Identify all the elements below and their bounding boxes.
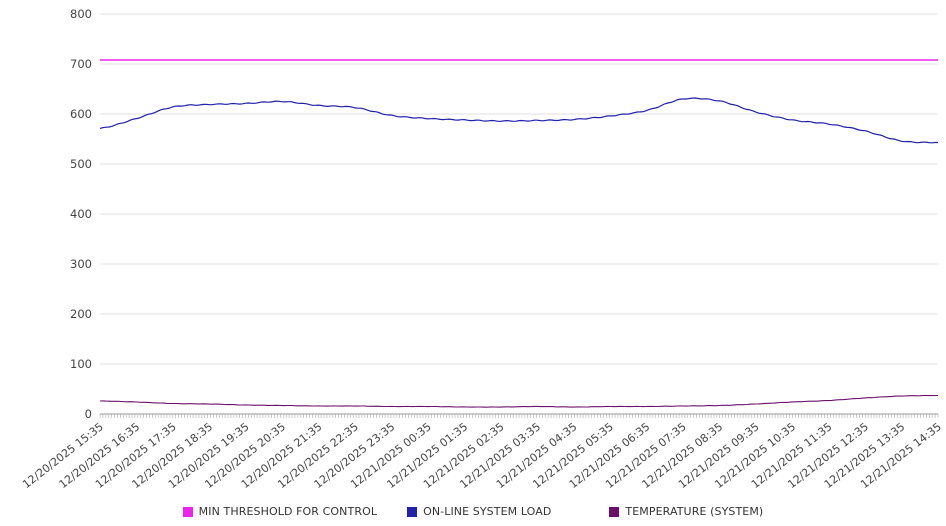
svg-text:500: 500 [70, 157, 92, 171]
legend-label: TEMPERATURE (SYSTEM) [625, 505, 764, 518]
svg-text:200: 200 [70, 307, 92, 321]
svg-text:0: 0 [85, 407, 92, 421]
chart-legend: MIN THRESHOLD FOR CONTROL ON-LINE SYSTEM… [0, 505, 946, 518]
online-system-load-swatch-icon [407, 506, 418, 517]
legend-item-temperature-system[interactable]: TEMPERATURE (SYSTEM) [609, 505, 763, 518]
svg-text:600: 600 [70, 107, 92, 121]
svg-text:800: 800 [70, 7, 92, 21]
min-threshold-swatch-icon [182, 506, 193, 517]
temperature-system-swatch-icon [609, 506, 620, 517]
svg-text:300: 300 [70, 257, 92, 271]
svg-text:400: 400 [70, 207, 92, 221]
legend-label: MIN THRESHOLD FOR CONTROL [198, 505, 378, 518]
legend-label: ON-LINE SYSTEM LOAD [423, 505, 552, 518]
legend-item-min-threshold[interactable]: MIN THRESHOLD FOR CONTROL [182, 505, 378, 518]
legend-item-online-system-load[interactable]: ON-LINE SYSTEM LOAD [407, 505, 551, 518]
svg-text:700: 700 [70, 57, 92, 71]
svg-text:100: 100 [70, 357, 92, 371]
